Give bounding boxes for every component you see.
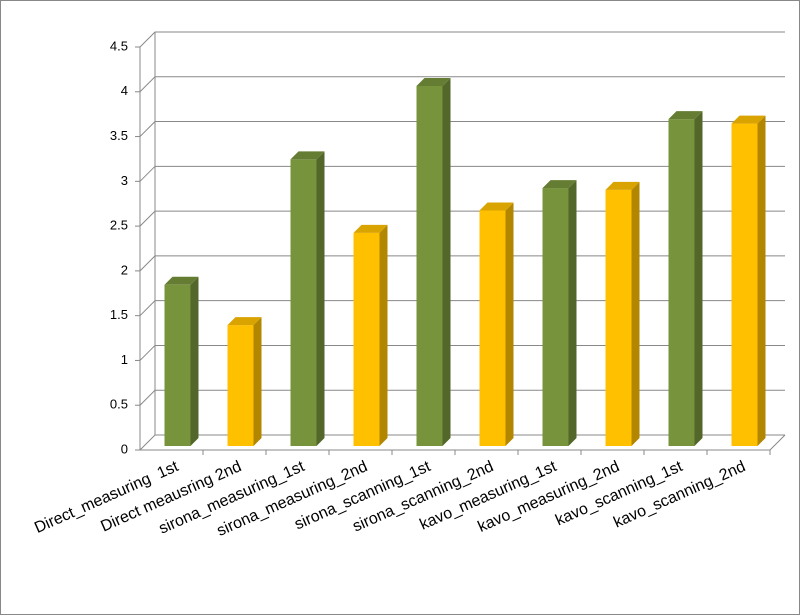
bar-face [442,77,451,446]
bar [290,151,325,446]
bar-face [416,85,443,446]
bar-face [164,276,199,285]
bar-face [379,224,388,446]
bar [542,180,577,446]
bar-face [631,181,640,447]
bar-face [542,180,577,189]
bar-face [164,284,191,446]
y-tick-label: 0.5 [110,397,128,412]
y-tick-label: 2 [121,262,128,277]
grid-line [139,121,785,137]
bar-face [316,151,325,446]
grid-line [139,165,785,182]
bar-face [757,115,766,446]
bar [668,111,703,446]
bar [227,317,262,446]
bar-face [505,202,514,446]
bar-face [353,232,380,446]
bar-face [731,123,758,446]
bar [479,202,514,446]
bar-face [479,210,506,446]
y-tick-label: 1 [121,352,128,367]
bar-face [668,119,695,446]
bar-face [227,325,254,446]
y-tick-label: 4.5 [110,38,128,53]
bar-face [353,224,388,233]
bar-face [479,202,514,211]
bar-face [605,181,640,190]
bar-face [290,151,325,160]
bar-face [542,188,569,446]
y-tick-label: 4 [121,83,128,98]
grid-line [139,31,785,48]
bar-face [694,111,703,446]
bar [731,115,766,446]
bar [416,77,451,446]
bar-face [605,189,632,447]
y-tick-label: 2.5 [110,218,128,233]
y-tick-label: 1.5 [110,307,128,322]
bar-face [416,77,451,86]
y-tick-label: 0 [121,441,128,456]
bar [164,276,199,446]
bar-face [731,115,766,124]
bar [605,181,640,447]
bar-face [568,180,577,446]
y-tick-label: 3 [121,173,128,188]
bar-face [190,276,199,446]
bar-face [668,111,703,120]
bar [353,224,388,446]
bar-face [253,317,262,446]
grid-line [139,76,785,93]
bar-face [227,317,262,326]
y-tick-label: 3.5 [110,128,128,143]
bar-face [290,159,317,446]
